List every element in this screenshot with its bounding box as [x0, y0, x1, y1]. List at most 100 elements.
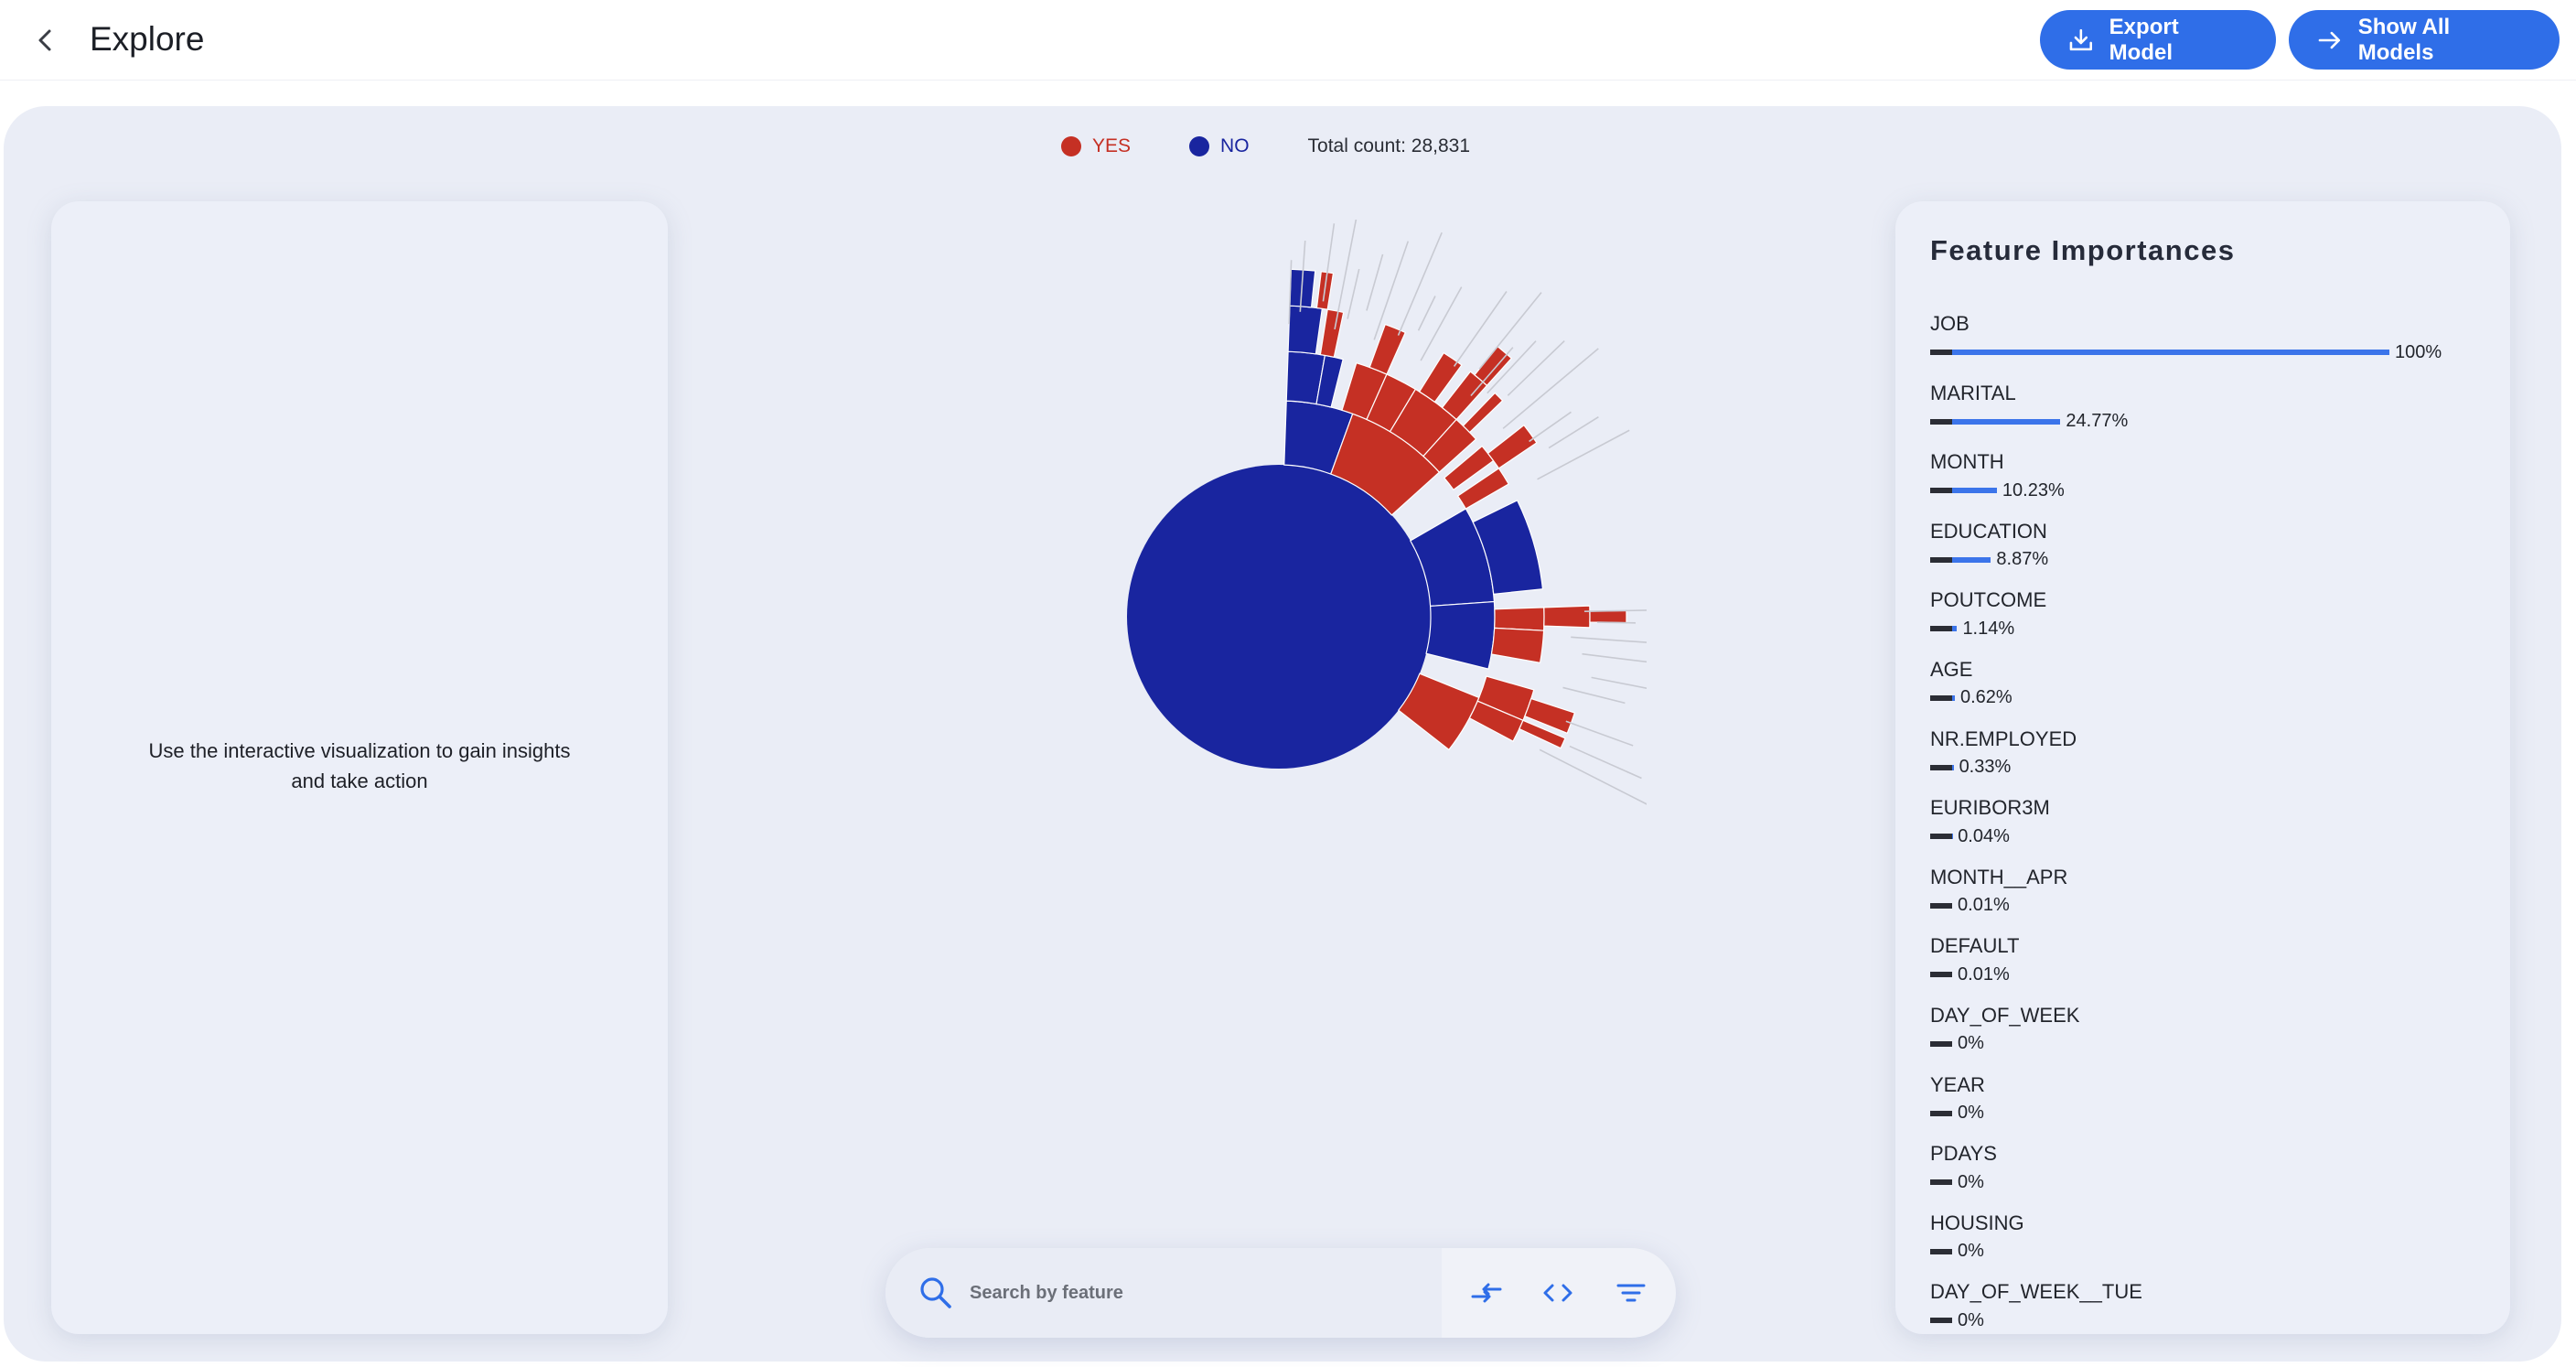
sunburst-segment[interactable]	[1474, 345, 1513, 387]
feature-name: EURIBOR3M	[1930, 796, 2050, 820]
sunburst-root[interactable]	[1127, 465, 1431, 769]
search-toolbar	[886, 1248, 1676, 1338]
feature-name: HOUSING	[1930, 1211, 2024, 1234]
swap-button[interactable]	[1465, 1272, 1508, 1314]
feature-row[interactable]: HOUSING 0%	[1930, 1209, 2479, 1278]
search-input[interactable]	[970, 1274, 1409, 1312]
sunburst-leaf-line	[1478, 292, 1542, 371]
feature-bar-line: 0.01%	[1930, 961, 2479, 988]
feature-bar	[1952, 764, 1954, 770]
feature-importances-title: Feature Importances	[1930, 234, 2236, 266]
feature-row[interactable]: EURIBOR3M 0.04%	[1930, 793, 2479, 863]
feature-value: 0%	[1958, 1309, 1984, 1330]
sunburst-leaf-line	[1453, 291, 1508, 367]
feature-row[interactable]: AGE 0.62%	[1930, 655, 2479, 725]
feature-bar-base	[1930, 350, 1952, 355]
export-model-button[interactable]: Export Model	[2040, 10, 2276, 70]
feature-bar	[1952, 418, 2061, 425]
feature-row[interactable]: DAY_OF_WEEK__TUE 0%	[1930, 1277, 2479, 1334]
feature-row[interactable]: MARITAL 24.77%	[1930, 379, 2479, 448]
feature-bar-base	[1930, 972, 1952, 978]
swap-arrows-icon	[1471, 1283, 1502, 1303]
sunburst-leaf-line	[1571, 636, 1647, 643]
feature-bar-line: 100%	[1930, 339, 2479, 366]
search-icon	[920, 1277, 951, 1308]
sunburst-segment[interactable]	[1368, 323, 1407, 375]
sunburst-segments[interactable]	[1127, 220, 1647, 805]
code-button[interactable]	[1537, 1272, 1579, 1314]
legend: YES NO Total count: 28,831	[1061, 135, 1470, 157]
feature-bar-line: 0%	[1930, 1168, 2479, 1196]
feature-value: 0%	[1958, 1241, 1984, 1262]
feature-bar	[1952, 488, 1997, 494]
sunburst-leaf-line	[1397, 231, 1443, 336]
feature-row[interactable]: JOB 100%	[1930, 309, 2479, 379]
filter-icon	[1616, 1284, 1646, 1302]
feature-bar	[1952, 626, 1958, 632]
sunburst-segment[interactable]	[1418, 351, 1463, 404]
feature-row[interactable]: MONTH__APR 0.01%	[1930, 863, 2479, 932]
sunburst-segment[interactable]	[1524, 697, 1576, 735]
sunburst-segment[interactable]	[1456, 468, 1509, 510]
details-panel: Use the interactive visualization to gai…	[51, 201, 668, 1334]
feature-bar-line: 0.33%	[1930, 754, 2479, 781]
feature-row[interactable]: MONTH 10.23%	[1930, 447, 2479, 517]
sunburst-segment[interactable]	[1472, 500, 1544, 595]
feature-bar	[1952, 350, 2389, 355]
feature-importances-panel: Feature Importances JOB 100% MARITAL 24.77%…	[1895, 201, 2510, 1334]
feature-value: 8.87%	[1996, 549, 2049, 570]
download-icon	[2069, 28, 2093, 50]
sunburst-segment[interactable]	[1494, 607, 1545, 631]
chevron-left-icon	[38, 29, 51, 51]
feature-row[interactable]: DEFAULT 0.01%	[1930, 931, 2479, 1001]
sunburst-leaf-line	[1288, 260, 1293, 325]
back-button[interactable]	[26, 20, 66, 60]
feature-bar-base	[1930, 626, 1952, 632]
feature-bar-base	[1930, 556, 1952, 563]
sunburst-leaf-line	[1583, 609, 1647, 612]
feature-value: 0.01%	[1958, 963, 2010, 985]
sunburst-segment[interactable]	[1589, 609, 1627, 624]
sunburst-segment-no[interactable]	[1425, 600, 1496, 670]
show-all-models-label: Show All Models	[2357, 14, 2451, 65]
legend-yes[interactable]: YES	[1061, 135, 1131, 157]
feature-row[interactable]: NR.EMPLOYED 0.33%	[1930, 725, 2479, 794]
feature-row[interactable]: DAY_OF_WEEK 0%	[1930, 1001, 2479, 1071]
feature-value: 0%	[1958, 1033, 1984, 1054]
sunburst-segment[interactable]	[1519, 719, 1566, 749]
feature-row[interactable]: EDUCATION 8.87%	[1930, 517, 2479, 587]
search-field	[886, 1248, 1442, 1338]
sunburst-leaf-line	[1420, 286, 1463, 361]
filter-button[interactable]	[1610, 1272, 1652, 1314]
feature-name: DEFAULT	[1930, 934, 2020, 958]
sunburst-segment[interactable]	[1443, 445, 1495, 491]
sunburst-segment[interactable]	[1319, 308, 1345, 359]
feature-row[interactable]: POUTCOME 1.14%	[1930, 586, 2479, 655]
sunburst-segment[interactable]	[1462, 392, 1504, 434]
feature-row[interactable]: YEAR 0%	[1930, 1071, 2479, 1140]
feature-name: YEAR	[1930, 1072, 1985, 1096]
sunburst-segment[interactable]	[1287, 305, 1323, 355]
feature-bar-line: 1.14%	[1930, 615, 2479, 642]
sunburst-leaf-line	[1582, 652, 1647, 663]
show-all-models-button[interactable]: Show All Models	[2289, 10, 2560, 70]
sunburst-leaf-line	[1591, 676, 1647, 689]
sunburst-chart[interactable]	[1079, 220, 1647, 805]
sunburst-leaf-line	[1322, 223, 1336, 302]
sunburst-segment[interactable]	[1490, 627, 1545, 664]
legend-no[interactable]: NO	[1189, 135, 1250, 157]
sunburst-leaf-line	[1507, 339, 1565, 396]
feature-value: 0.04%	[1958, 825, 2010, 846]
feature-value: 100%	[2395, 341, 2442, 362]
feature-name: JOB	[1930, 312, 1970, 335]
sunburst-leaf-line	[1299, 240, 1306, 312]
feature-bar-line: 8.87%	[1930, 546, 2479, 574]
feature-row[interactable]: PDAYS 0%	[1930, 1139, 2479, 1209]
sunburst-segment[interactable]	[1487, 424, 1538, 469]
feature-bar-base	[1930, 1179, 1952, 1186]
sunburst-segment[interactable]	[1543, 605, 1591, 629]
feature-name: AGE	[1930, 657, 1973, 681]
legend-yes-label: YES	[1092, 135, 1132, 156]
feature-bar	[1952, 556, 1991, 563]
sunburst-leaf-line	[1366, 253, 1384, 311]
